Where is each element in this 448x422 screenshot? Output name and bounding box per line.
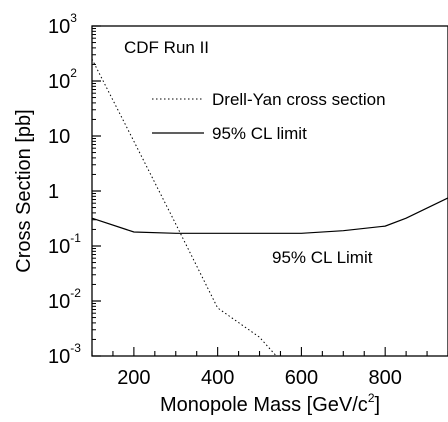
legend-label-drell-yan: Drell-Yan cross section xyxy=(212,90,386,109)
series-layer xyxy=(91,58,448,357)
run-label: CDF Run II xyxy=(124,38,209,57)
legend-label-cl-limit: 95% CL limit xyxy=(212,124,307,143)
y-axis-title: Cross Section [pb] xyxy=(13,109,35,272)
series-drell-yan-line xyxy=(91,58,277,357)
x-axis-title: Monopole Mass [GeV/c2] xyxy=(160,391,380,416)
y-tick-label: 102 xyxy=(48,66,77,93)
y-tick-label: 10-1 xyxy=(48,231,81,258)
x-tick-label: 800 xyxy=(368,367,401,389)
x-tick-label: 600 xyxy=(285,367,318,389)
x-axis: 200 400 600 800 xyxy=(91,347,448,389)
plot-frame xyxy=(91,25,448,357)
legend: Drell-Yan cross section 95% CL limit xyxy=(152,90,386,143)
series-cl-limit-line xyxy=(91,197,448,234)
curve-label: 95% CL Limit xyxy=(272,248,373,267)
y-tick-label: 10-3 xyxy=(48,341,81,368)
y-tick-label: 103 xyxy=(48,11,77,38)
x-tick-label: 200 xyxy=(117,367,150,389)
y-tick-label: 10-2 xyxy=(48,286,81,313)
y-tick-label: 10 xyxy=(48,126,70,148)
y-tick-label: 1 xyxy=(48,181,59,203)
x-tick-label: 400 xyxy=(201,367,234,389)
